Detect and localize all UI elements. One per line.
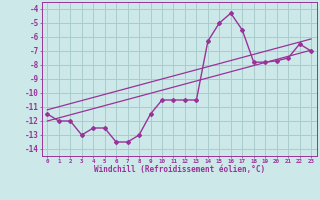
X-axis label: Windchill (Refroidissement éolien,°C): Windchill (Refroidissement éolien,°C): [94, 165, 265, 174]
